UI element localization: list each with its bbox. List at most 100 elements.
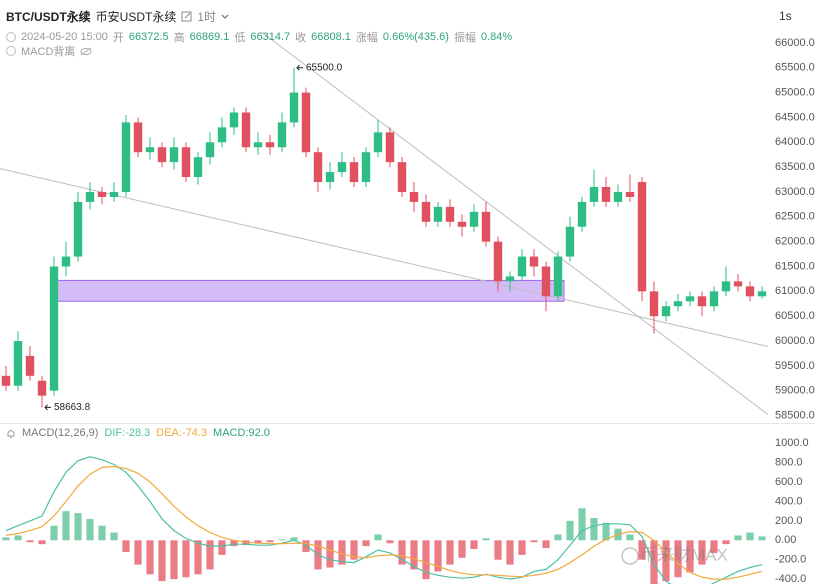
histogram-bar xyxy=(458,540,466,558)
y-tick-label: 61500.0 xyxy=(775,260,815,272)
legend-entry: DIF:-28.3 xyxy=(104,427,151,439)
candle-body xyxy=(421,201,431,222)
toggle-icon[interactable] xyxy=(6,32,16,42)
y-tick-label: 0.00 xyxy=(775,534,796,546)
histogram-bar xyxy=(578,508,586,541)
indicator-line xyxy=(5,456,763,584)
histogram-bar xyxy=(470,540,478,550)
histogram-bar xyxy=(446,540,454,565)
candle-body xyxy=(589,186,599,202)
candle-body xyxy=(541,266,551,297)
candle-body xyxy=(445,206,455,222)
y-tick-label: 64000.0 xyxy=(775,136,815,148)
candle-body xyxy=(385,132,395,163)
candle-body xyxy=(13,341,23,386)
candle-body xyxy=(481,211,491,242)
hide-icon[interactable] xyxy=(80,47,92,56)
histogram-bar xyxy=(398,540,406,565)
candle-body xyxy=(109,191,119,197)
exchange: 币安USDT永续 xyxy=(95,10,177,24)
histogram-bar xyxy=(506,540,514,565)
histogram-bar xyxy=(122,540,130,552)
histogram-bar xyxy=(182,540,190,578)
candle-body xyxy=(361,152,371,183)
y-tick-label: 60000.0 xyxy=(775,335,815,347)
resolution-label[interactable]: 1s xyxy=(779,9,792,23)
y-tick-label: 60500.0 xyxy=(775,310,815,322)
histogram-bar xyxy=(734,535,742,541)
candle-body xyxy=(745,286,755,297)
candle-body xyxy=(73,201,83,257)
dropdown-icon[interactable] xyxy=(221,14,229,20)
histogram-bar xyxy=(50,525,58,541)
histogram-bar xyxy=(554,534,562,541)
toggle-icon[interactable] xyxy=(6,46,16,56)
candle-body xyxy=(289,92,299,123)
candle-body xyxy=(661,306,671,317)
y-tick-label: 200.0 xyxy=(775,515,803,527)
histogram-bar xyxy=(74,513,82,541)
candle-body xyxy=(277,122,287,148)
candle-body xyxy=(133,122,143,153)
annotation-arrow xyxy=(44,404,51,411)
label: 振幅 xyxy=(453,32,476,44)
candle-body xyxy=(61,256,71,267)
candle-body xyxy=(325,172,335,183)
histogram-bar xyxy=(566,520,574,541)
histogram-bar xyxy=(350,540,358,560)
y-tick-label: 1000.0 xyxy=(775,437,809,449)
price-pane xyxy=(0,31,768,415)
y-tick-label: 65000.0 xyxy=(775,86,815,98)
histogram-bar xyxy=(434,540,442,572)
candle-body xyxy=(313,152,323,183)
candle-body xyxy=(301,92,311,153)
watermark: 币来财MAX xyxy=(640,545,728,564)
candle-body xyxy=(457,221,467,227)
y-tick-label: 62000.0 xyxy=(775,236,815,248)
trendline xyxy=(0,168,768,347)
histogram-bar xyxy=(206,540,214,570)
value: 66372.5 xyxy=(128,31,169,43)
candle-body xyxy=(205,142,215,158)
candle-body xyxy=(757,291,767,297)
histogram-bar xyxy=(590,517,598,541)
histogram-bar xyxy=(542,540,550,549)
histogram-bar xyxy=(374,534,382,541)
candle-body xyxy=(97,191,107,197)
y-tick-label: 65500.0 xyxy=(775,62,815,74)
axes: 58500.0 59000.0 59500.0 60000.0 60500.0 61000… xyxy=(775,37,815,584)
histogram-bar xyxy=(26,540,34,543)
histogram-bar xyxy=(698,540,706,565)
candle-body xyxy=(169,147,179,163)
value: 66808.1 xyxy=(311,31,351,43)
histogram-bar xyxy=(254,540,262,544)
ohlc-row: 2024-05-20 15:00 开 66372.5 高 66869.1 低 6631… xyxy=(6,29,512,45)
histogram-bar xyxy=(662,540,670,582)
bell-icon[interactable] xyxy=(6,428,16,439)
date: 2024-05-20 15:00 xyxy=(21,31,108,43)
candle-body xyxy=(673,301,683,307)
candle-body xyxy=(517,256,527,277)
histogram-bar xyxy=(326,540,334,568)
candle-body xyxy=(433,206,443,222)
candle-body xyxy=(397,162,407,192)
candle-body xyxy=(469,211,479,227)
candle-body xyxy=(409,191,419,202)
label: 收 xyxy=(295,32,307,44)
histogram-bar xyxy=(686,540,694,573)
histogram-bar xyxy=(38,540,46,545)
watermark-icon xyxy=(621,547,639,565)
annotation-arrow xyxy=(296,64,303,71)
resolution-button[interactable]: 1s xyxy=(779,9,792,23)
histogram-bar xyxy=(266,540,274,543)
histogram-bar xyxy=(218,540,226,555)
histogram-bar xyxy=(230,540,238,547)
histogram-bar xyxy=(710,540,718,553)
histogram-bar xyxy=(86,518,94,541)
interval[interactable]: 1时 xyxy=(197,10,217,24)
edit-icon[interactable] xyxy=(181,11,192,22)
y-tick-label: 59000.0 xyxy=(775,385,815,397)
label: 涨幅 xyxy=(355,32,378,44)
